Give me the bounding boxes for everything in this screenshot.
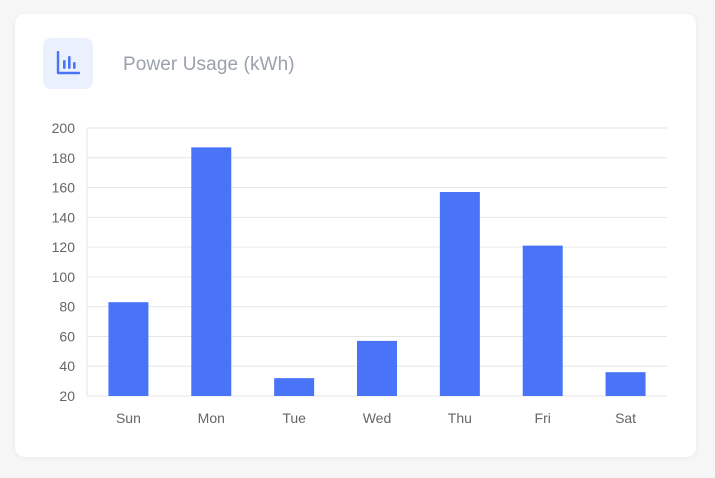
y-tick-label: 140 [52, 209, 76, 225]
bar-wed[interactable] [357, 340, 397, 396]
chart-title: Power Usage (kWh) [123, 54, 295, 75]
bar-fri[interactable] [522, 245, 563, 396]
y-tick-label: 120 [52, 239, 76, 255]
x-tick-label: Mon [198, 410, 225, 426]
x-tick-label: Thu [448, 410, 472, 426]
bar-sun[interactable] [108, 302, 149, 396]
bar-tue[interactable] [274, 378, 315, 396]
y-tick-label: 180 [52, 150, 76, 166]
y-tick-label: 80 [59, 299, 75, 315]
bar-thu[interactable] [439, 192, 480, 396]
x-tick-label: Wed [363, 410, 392, 426]
bar-chart-icon [56, 51, 80, 75]
y-tick-label: 20 [59, 388, 75, 404]
chart-icon-box [43, 38, 93, 89]
y-tick-label: 40 [59, 358, 75, 374]
x-tick-label: Sun [116, 410, 141, 426]
x-tick-label: Fri [535, 410, 551, 426]
bar-mon[interactable] [191, 147, 232, 396]
y-tick-label: 60 [59, 328, 75, 344]
y-tick-label: 200 [52, 120, 76, 136]
y-tick-label: 100 [52, 269, 76, 285]
y-tick-label: 160 [52, 180, 76, 196]
x-tick-label: Tue [282, 410, 306, 426]
bar-sat[interactable] [605, 372, 646, 396]
x-tick-label: Sat [615, 410, 636, 426]
